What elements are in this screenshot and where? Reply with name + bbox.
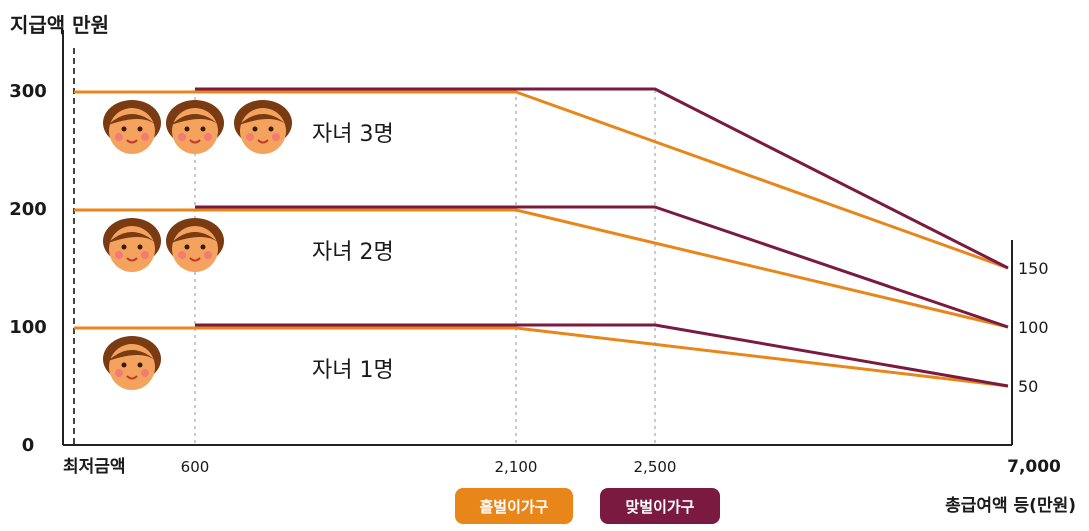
face-cheek-left — [115, 251, 123, 259]
face-mouth — [257, 139, 269, 144]
face-eye-right — [137, 362, 143, 368]
face-cheek-left — [246, 133, 254, 141]
chart-title: 지급액 만원 — [10, 13, 109, 37]
child-face-icon — [103, 218, 161, 272]
series-line-0-0 — [74, 90, 1009, 270]
face-cheek-right — [204, 251, 212, 259]
x-axis-label: 총급여액 등(만원) — [945, 496, 1076, 516]
face-mouth — [189, 257, 201, 262]
face-eye-left — [184, 244, 190, 250]
legend-label-1: 맞벌이가구 — [625, 498, 694, 516]
face-cheek-right — [141, 251, 149, 259]
group-label-2: 자녀 1명 — [312, 358, 394, 383]
face-bangs — [108, 114, 156, 125]
face-eye-right — [268, 126, 274, 132]
face-eye-left — [184, 126, 190, 132]
face-cheek-left — [115, 369, 123, 377]
face-bangs — [171, 232, 219, 243]
x-tick-label-0: 최저금액 — [63, 457, 126, 477]
series-line-1-0 — [74, 208, 1009, 329]
series-line-0-1 — [195, 87, 1009, 270]
face-eye-left — [121, 362, 127, 368]
x-tick-label-4: 7,000 — [1007, 457, 1061, 477]
face-eye-right — [200, 126, 206, 132]
face-mouth — [126, 139, 138, 144]
face-bangs — [108, 232, 156, 243]
child-face-icon — [166, 100, 224, 154]
legend-item-0: 홑벌이가구 — [455, 488, 573, 524]
legend-label-0: 홑벌이가구 — [479, 498, 548, 516]
right-tick-label-1: 100 — [1018, 318, 1049, 337]
face-eye-right — [137, 244, 143, 250]
face-cheek-left — [178, 133, 186, 141]
x-tick-label-2: 2,100 — [495, 458, 538, 476]
face-eye-left — [121, 126, 127, 132]
right-tick-label-0: 150 — [1018, 259, 1049, 278]
face-cheek-right — [141, 133, 149, 141]
x-tick-label-3: 2,500 — [634, 458, 677, 476]
face-eye-right — [137, 126, 143, 132]
face-eye-left — [252, 126, 258, 132]
group-label-0: 자녀 3명 — [312, 122, 394, 147]
y-tick-label-200: 200 — [9, 199, 47, 220]
face-cheek-right — [204, 133, 212, 141]
y-tick-label-300: 300 — [9, 81, 47, 102]
face-mouth — [189, 139, 201, 144]
face-mouth — [126, 257, 138, 262]
right-tick-label-2: 50 — [1018, 377, 1038, 396]
face-bangs — [239, 114, 287, 125]
child-face-icon — [166, 218, 224, 272]
series-line-1-1 — [195, 205, 1009, 329]
face-mouth — [126, 375, 138, 380]
legend-item-1: 맞벌이가구 — [600, 488, 720, 524]
y-tick-label-0: 0 — [22, 435, 35, 456]
series-line-2-1 — [195, 323, 1009, 388]
face-cheek-right — [141, 369, 149, 377]
y-tick-label-100: 100 — [9, 317, 47, 338]
series-line-2-0 — [74, 326, 1009, 388]
face-bangs — [108, 350, 156, 361]
child-face-icon — [103, 336, 161, 390]
face-bangs — [171, 114, 219, 125]
group-label-1: 자녀 2명 — [312, 240, 394, 265]
face-cheek-right — [272, 133, 280, 141]
face-eye-right — [200, 244, 206, 250]
face-cheek-left — [178, 251, 186, 259]
face-cheek-left — [115, 133, 123, 141]
child-face-icon — [103, 100, 161, 154]
face-eye-left — [121, 244, 127, 250]
x-tick-label-1: 600 — [181, 458, 210, 476]
child-face-icon — [234, 100, 292, 154]
legend-swatch-0 — [455, 488, 573, 524]
legend-swatch-1 — [600, 488, 720, 524]
